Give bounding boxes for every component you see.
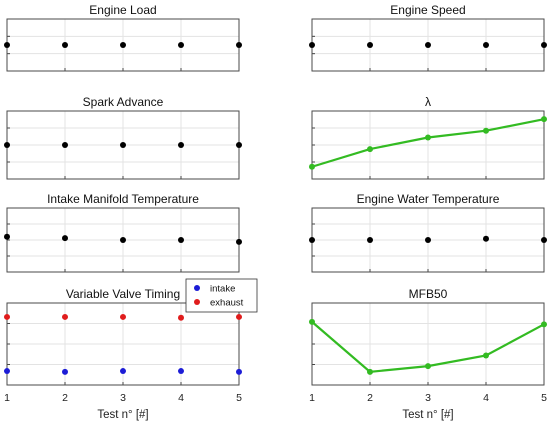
data-point	[178, 368, 184, 375]
data-point	[309, 237, 315, 243]
x-tick-label: 3	[120, 392, 126, 404]
panel-title: Variable Valve Timing	[66, 287, 180, 301]
plot-frame	[311, 110, 545, 180]
x-tick-label: 2	[367, 392, 373, 404]
data-point	[541, 237, 547, 243]
panel-title: Spark Advance	[83, 95, 164, 109]
data-point	[367, 42, 373, 48]
x-tick-label: 4	[483, 392, 489, 404]
data-point	[541, 321, 547, 328]
panel-title: Engine Speed	[390, 3, 465, 17]
data-point	[120, 237, 126, 243]
x-axis-label: Test n° [#]	[97, 409, 148, 421]
data-point	[120, 142, 126, 148]
data-point	[120, 313, 126, 320]
data-point	[425, 134, 431, 141]
panel-3: Spark Advance	[4, 95, 242, 180]
plot-frame	[311, 302, 545, 386]
data-point	[4, 368, 10, 375]
x-tick-label: 1	[4, 392, 10, 404]
x-axis-label: Test n° [#]	[402, 409, 453, 421]
x-tick-label: 3	[425, 392, 431, 404]
panel-title: Engine Water Temperature	[357, 192, 500, 206]
data-point	[541, 116, 547, 123]
data-point	[236, 42, 242, 48]
x-tick-label: 5	[541, 392, 547, 404]
data-point	[541, 42, 547, 48]
data-point	[367, 146, 373, 153]
data-point	[62, 313, 68, 320]
data-point	[309, 42, 315, 48]
data-point	[483, 42, 489, 48]
data-point	[4, 313, 10, 320]
x-tick-label: 1	[309, 392, 315, 404]
series-series-1	[309, 116, 547, 170]
data-point	[178, 42, 184, 48]
data-point	[120, 42, 126, 48]
panel-title: MFB50	[409, 287, 448, 301]
data-point	[236, 313, 242, 320]
data-point	[62, 142, 68, 148]
data-point	[483, 235, 489, 242]
data-point	[483, 352, 489, 359]
data-point	[62, 368, 68, 375]
data-point	[425, 42, 431, 48]
series-intake	[4, 368, 242, 375]
series-series-1	[309, 235, 547, 243]
series-exhaust	[4, 313, 242, 321]
legend-marker	[194, 299, 200, 305]
data-point	[4, 42, 10, 48]
series-series-1	[309, 42, 547, 48]
data-point	[178, 237, 184, 243]
data-point	[367, 368, 373, 375]
data-point	[236, 368, 242, 375]
series-series-1	[4, 42, 242, 48]
x-tick-label: 4	[178, 392, 184, 404]
data-point	[178, 142, 184, 148]
panel-title: λ	[425, 95, 431, 109]
data-point	[62, 235, 68, 242]
data-point	[483, 127, 489, 134]
series-series-1	[309, 318, 547, 375]
data-point	[4, 142, 10, 148]
data-point	[236, 142, 242, 148]
legend: intake exhaust	[185, 278, 258, 313]
panel-8: MFB50 1 2 3 4 5 Test n° [#]	[309, 287, 547, 421]
data-point	[367, 237, 373, 243]
data-point	[62, 42, 68, 48]
legend-box	[185, 278, 258, 313]
data-point	[4, 233, 10, 240]
series-series-1	[4, 233, 242, 245]
plot-frame	[6, 302, 240, 386]
data-point	[236, 238, 242, 245]
panel-title: Engine Load	[89, 3, 156, 17]
panel-5: Intake Manifold Temperature	[4, 192, 242, 273]
panel-7: Variable Valve Timing 1 2 3 4 5 Test n° [#] int…	[4, 278, 258, 421]
x-tick-label: 2	[62, 392, 68, 404]
panel-6: Engine Water Temperature	[309, 192, 547, 273]
data-point	[120, 368, 126, 375]
panel-2: Engine Speed	[309, 3, 547, 72]
data-point	[309, 318, 315, 325]
series-series-1	[4, 142, 242, 148]
data-point	[178, 314, 184, 321]
legend-marker	[194, 285, 200, 291]
data-point	[425, 237, 431, 243]
data-point	[309, 163, 315, 170]
legend-label: intake	[210, 284, 235, 295]
legend-label: exhaust	[210, 298, 244, 309]
panel-title: Intake Manifold Temperature	[47, 192, 199, 206]
panel-1: Engine Load	[4, 3, 242, 72]
data-point	[425, 363, 431, 370]
panel-4: λ	[309, 95, 547, 180]
x-tick-label: 5	[236, 392, 242, 404]
